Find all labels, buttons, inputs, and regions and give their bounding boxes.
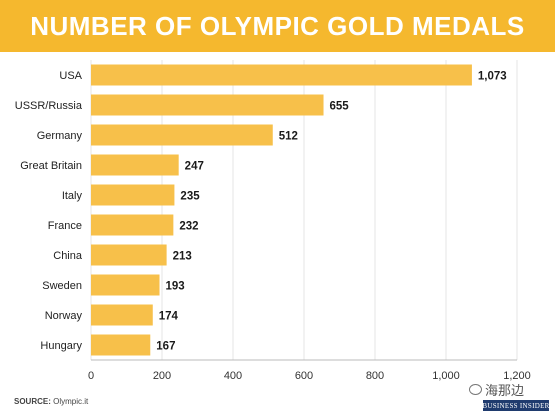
- category-label: France: [48, 220, 82, 232]
- x-tick-label: 400: [224, 370, 242, 382]
- bar: [91, 154, 179, 176]
- wechat-text: 海那边: [485, 383, 525, 398]
- data-label: 247: [185, 161, 204, 173]
- x-tick-label: 200: [153, 370, 171, 382]
- category-label: Great Britain: [20, 160, 82, 172]
- category-label: Sweden: [42, 280, 82, 292]
- bar: [91, 214, 174, 236]
- x-tick-label: 1,200: [503, 370, 531, 382]
- data-label: 213: [173, 251, 192, 263]
- category-label: China: [53, 250, 83, 262]
- source-label: SOURCE:: [14, 397, 51, 406]
- x-tick-label: 800: [366, 370, 384, 382]
- x-tick-label: 0: [88, 370, 94, 382]
- category-label: Norway: [45, 310, 83, 322]
- business-insider-logo: BUSINESS INSIDER: [482, 400, 550, 411]
- data-label: 193: [166, 281, 185, 293]
- category-label: Italy: [62, 190, 83, 202]
- category-label: Hungary: [40, 340, 82, 352]
- bar: [91, 274, 160, 296]
- source-note: SOURCE: Olympic.it: [14, 397, 88, 406]
- category-label: USA: [59, 70, 82, 82]
- data-label: 167: [156, 341, 175, 353]
- category-label: USSR/Russia: [15, 100, 83, 112]
- data-label: 174: [159, 311, 179, 323]
- x-tick-label: 1,000: [432, 370, 460, 382]
- bar: [91, 334, 151, 356]
- bar: [91, 94, 324, 116]
- bar: [91, 244, 167, 266]
- wechat-watermark: 海那边: [469, 380, 524, 399]
- bar: [91, 184, 175, 206]
- title-bar: NUMBER OF OLYMPIC GOLD MEDALS: [0, 0, 555, 52]
- bar: [91, 64, 472, 86]
- x-tick-label: 600: [295, 370, 313, 382]
- bar-chart: USA 1,073 USSR/Russia 655 Germany 512 Great Br…: [15, 60, 531, 382]
- bar: [91, 304, 153, 326]
- data-label: 235: [180, 191, 200, 203]
- brand-text: BUSINESS INSIDER: [482, 401, 550, 410]
- data-label: 232: [179, 221, 198, 233]
- chart-title: NUMBER OF OLYMPIC GOLD MEDALS: [30, 10, 525, 41]
- source-text: Olympic.it: [53, 397, 89, 406]
- data-label: 1,073: [478, 71, 507, 83]
- data-label: 512: [279, 131, 298, 143]
- data-label: 655: [330, 101, 350, 113]
- category-label: Germany: [37, 130, 83, 142]
- bar: [91, 124, 273, 146]
- wechat-icon: [469, 384, 482, 395]
